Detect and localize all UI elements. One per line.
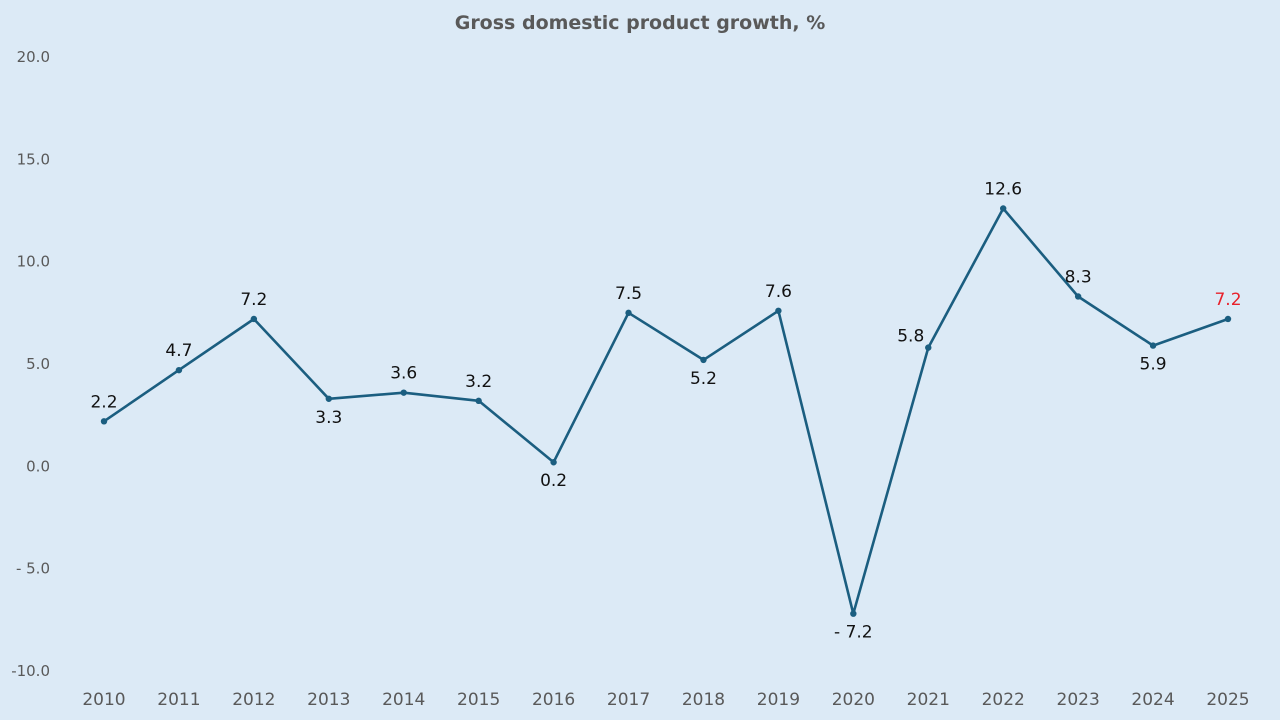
data-label: 7.2 <box>240 290 267 310</box>
data-point <box>175 366 183 374</box>
data-labels: 2.2 4.7 7.2 3.3 3.6 3.2 0.2 7.5 5.2 7.6 - 7.2 5.8 12… <box>90 179 1241 642</box>
data-label: 0.2 <box>540 471 567 491</box>
data-point <box>250 315 258 323</box>
data-point <box>100 418 108 425</box>
data-label: 12.6 <box>984 179 1022 199</box>
y-tick-label: - 5.0 <box>16 560 50 578</box>
data-point <box>400 389 407 396</box>
data-point <box>550 459 557 466</box>
chart-title: Gross domestic product growth, % <box>454 12 826 34</box>
x-tick-label: 2016 <box>532 690 575 710</box>
data-point <box>325 395 332 402</box>
x-tick-label: 2017 <box>607 690 650 710</box>
y-tick-label: 20.0 <box>17 48 50 66</box>
y-tick-label: 5.0 <box>26 355 50 373</box>
y-tick-label: 15.0 <box>17 150 50 168</box>
series-line <box>103 207 1229 616</box>
x-tick-label: 2012 <box>232 690 275 710</box>
x-tick-label: 2023 <box>1057 690 1100 710</box>
x-tick-label: 2019 <box>757 690 800 710</box>
data-label: 5.2 <box>690 369 717 389</box>
series-group <box>100 205 1232 617</box>
y-tick-label: -10.0 <box>11 662 50 680</box>
x-tick-label: 2020 <box>832 690 875 710</box>
data-point <box>925 344 932 351</box>
y-axis: 20.0 15.0 10.0 5.0 0.0 - 5.0 -10.0 <box>11 48 50 680</box>
data-label: 3.6 <box>390 364 417 384</box>
data-point <box>1149 342 1157 349</box>
data-label: 4.7 <box>165 341 192 361</box>
x-tick-label: 2022 <box>982 690 1025 710</box>
x-axis: 2010 2011 2012 2013 2014 2015 2016 2017 2018 2019… <box>82 690 1249 710</box>
x-tick-label: 2025 <box>1206 690 1249 710</box>
data-label: 7.6 <box>765 282 792 302</box>
data-point <box>1224 315 1232 323</box>
data-label: 7.5 <box>615 284 642 304</box>
data-point <box>1074 293 1082 300</box>
x-tick-label: 2013 <box>307 690 350 710</box>
data-point <box>475 397 482 405</box>
x-tick-label: 2021 <box>907 690 950 710</box>
data-label: 5.8 <box>897 327 924 347</box>
data-label: 5.9 <box>1140 355 1167 375</box>
x-tick-label: 2011 <box>157 690 200 710</box>
data-label: 2.2 <box>90 392 117 412</box>
data-point <box>625 309 632 317</box>
data-point <box>850 610 857 617</box>
x-tick-label: 2010 <box>82 690 125 710</box>
data-label: 7.2 <box>1214 290 1241 310</box>
y-tick-label: 10.0 <box>17 253 50 271</box>
data-label: 3.2 <box>465 372 492 392</box>
data-point <box>1000 205 1007 212</box>
data-point <box>700 356 707 364</box>
x-tick-label: 2024 <box>1131 690 1174 710</box>
y-tick-label: 0.0 <box>26 457 50 475</box>
data-label: 8.3 <box>1065 267 1092 287</box>
x-tick-label: 2015 <box>457 690 500 710</box>
x-tick-label: 2014 <box>382 690 425 710</box>
data-label: 3.3 <box>315 408 342 428</box>
data-point <box>775 307 782 314</box>
x-tick-label: 2018 <box>682 690 725 710</box>
data-label: - 7.2 <box>834 623 873 643</box>
